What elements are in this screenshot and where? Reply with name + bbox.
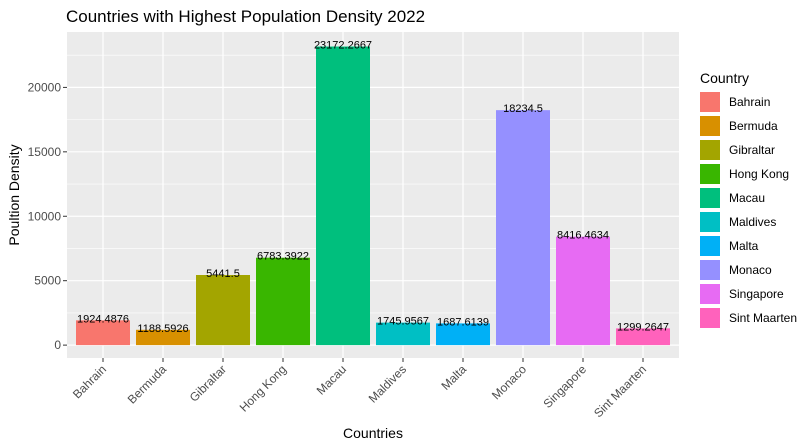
bar-hong-kong [256, 257, 310, 346]
legend-label: Bahrain [729, 95, 770, 109]
y-tick-label: 5000 [34, 274, 61, 288]
y-tick-label: 0 [54, 338, 61, 352]
x-tick-label: Maldives [366, 362, 409, 405]
legend-key [700, 236, 720, 256]
x-tick-label: Bermuda [125, 362, 170, 407]
legend-key [700, 284, 720, 304]
y-tick-label: 10000 [28, 209, 62, 223]
bar-macau [316, 46, 370, 346]
legend-key [700, 260, 720, 280]
legend-label: Sint Maarten [729, 311, 797, 325]
bar-value-label: 6783.3922 [257, 251, 309, 263]
bar-malta [436, 323, 490, 346]
bar-singapore [556, 236, 610, 346]
legend-key [700, 212, 720, 232]
legend-label: Hong Kong [729, 167, 789, 181]
legend-title: Country [700, 70, 749, 86]
bar-bermuda [136, 329, 190, 346]
x-axis-title: Countries [343, 425, 403, 441]
bar-bahrain [76, 320, 130, 346]
x-axis: Bahrain Bermuda Gibraltar Hong Kong Macau Mal… [70, 358, 649, 420]
legend-label: Maldives [729, 215, 776, 229]
bar-value-label: 1745.9567 [377, 316, 429, 328]
y-axis-title: Poultion Density [6, 144, 22, 245]
bar-monaco [496, 110, 550, 346]
legend-label: Gibraltar [729, 143, 775, 157]
x-tick-label: Bahrain [70, 362, 109, 401]
bar-gibraltar [196, 274, 250, 346]
bar-value-label: 5441.5 [206, 268, 240, 280]
bar-value-label: 1299.2647 [617, 321, 669, 333]
bar-maldives [376, 322, 430, 346]
legend-label: Singapore [729, 287, 784, 301]
legend-label: Bermuda [729, 119, 778, 133]
bar-value-label: 1188.5926 [137, 323, 188, 335]
bar-value-labels: 1924.4876 1188.5926 5441.5 6783.3922 23172.2… [77, 40, 669, 335]
bar-value-label: 8416.4634 [557, 230, 609, 242]
x-tick-label: Hong Kong [237, 362, 289, 414]
legend-key [700, 140, 720, 160]
x-tick-label: Sint Maarten [591, 362, 649, 420]
legend-key [700, 116, 720, 136]
bar-value-label: 1687.6139 [437, 316, 489, 328]
legend-label: Malta [729, 239, 759, 253]
bars [76, 46, 670, 346]
x-tick-label: Malta [438, 362, 469, 393]
chart-title: Countries with Highest Population Densit… [66, 7, 425, 26]
legend-key [700, 188, 720, 208]
legend-key [700, 308, 720, 328]
x-tick-label: Macau [314, 362, 349, 397]
legend: Country Bahrain Bermuda Gibraltar Hong Kong… [700, 70, 797, 328]
x-tick-label: Singapore [541, 362, 590, 411]
bar-value-label: 23172.2667 [314, 40, 372, 52]
y-tick-label: 20000 [28, 80, 62, 94]
y-axis: 0 5000 10000 15000 20000 [28, 80, 67, 352]
x-tick-label: Monaco [489, 362, 529, 402]
y-tick-label: 15000 [28, 145, 62, 159]
legend-key [700, 92, 720, 112]
bar-value-label: 18234.5 [503, 103, 543, 115]
bar-value-label: 1924.4876 [77, 313, 129, 325]
legend-label: Monaco [729, 263, 772, 277]
bar-sint-maarten [616, 328, 670, 346]
x-tick-label: Gibraltar [187, 362, 229, 404]
legend-label: Macau [729, 191, 765, 205]
legend-key [700, 164, 720, 184]
